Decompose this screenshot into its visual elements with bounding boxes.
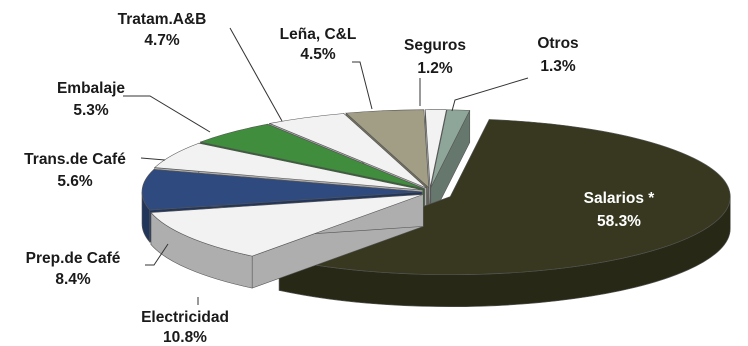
slice-value: 4.5% bbox=[300, 46, 336, 63]
leader-line bbox=[451, 77, 529, 112]
slice-label: Salarios * bbox=[584, 190, 656, 207]
slice-value: 5.3% bbox=[73, 102, 109, 119]
leader-line bbox=[229, 27, 283, 122]
label-seguros: Seguros 1.2% bbox=[404, 37, 466, 77]
label-embalaje: Embalaje 5.3% bbox=[57, 80, 125, 119]
slice-top bbox=[199, 123, 425, 190]
slice-value: 10.8% bbox=[163, 329, 207, 346]
label-electricidad: Electricidad 10.8% bbox=[141, 309, 229, 346]
leader-line bbox=[145, 243, 169, 266]
slice-top bbox=[141, 169, 423, 211]
slice-top bbox=[425, 109, 447, 188]
leader-line bbox=[140, 157, 166, 161]
slice-label: Tratam.A&B bbox=[118, 11, 207, 28]
slice-label: Prep.de Café bbox=[26, 250, 121, 267]
label-lena: Leña, C&L 4.5% bbox=[280, 26, 357, 63]
slice-top bbox=[150, 194, 424, 257]
slice-value: 4.7% bbox=[144, 32, 180, 49]
slice-value: 5.6% bbox=[57, 173, 93, 190]
slice-label: Leña, C&L bbox=[280, 26, 357, 43]
label-prep-cafe: Prep.de Café 8.4% bbox=[26, 250, 121, 288]
label-salarios: Salarios * 58.3% bbox=[584, 190, 656, 230]
slice-label: Trans.de Café bbox=[24, 151, 126, 168]
label-otros: Otros 1.3% bbox=[537, 35, 578, 75]
slice-value: 58.3% bbox=[597, 213, 641, 230]
slice-label: Electricidad bbox=[141, 309, 229, 326]
slice-label: Seguros bbox=[404, 37, 466, 54]
leader-lines bbox=[123, 27, 529, 305]
pie-slice bbox=[150, 193, 424, 289]
label-trans-cafe: Trans.de Café 5.6% bbox=[24, 151, 126, 190]
pie-slices bbox=[141, 109, 731, 307]
slice-top bbox=[345, 109, 430, 189]
slice-top bbox=[268, 113, 427, 189]
leader-line bbox=[352, 61, 373, 110]
slice-value: 8.4% bbox=[55, 271, 91, 288]
slice-value: 1.2% bbox=[417, 60, 453, 77]
slice-top bbox=[430, 109, 471, 188]
slice-label: Otros bbox=[537, 35, 578, 52]
label-tratam: Tratam.A&B 4.7% bbox=[118, 11, 207, 49]
slice-top bbox=[153, 142, 423, 191]
slice-label: Embalaje bbox=[57, 80, 125, 97]
leader-line bbox=[123, 95, 211, 133]
slice-value: 1.3% bbox=[540, 58, 576, 75]
